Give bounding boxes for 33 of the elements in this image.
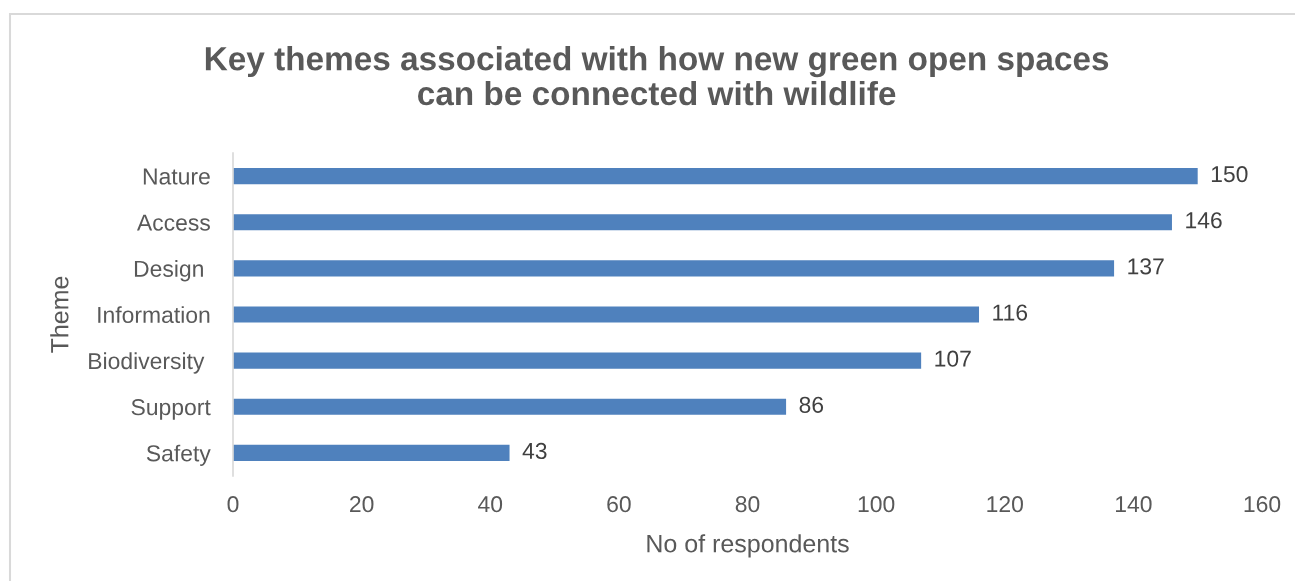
x-axis-title: No of respondents bbox=[647, 534, 849, 558]
bar bbox=[233, 444, 510, 461]
y-tick-label: Information bbox=[98, 306, 210, 324]
x-tick-label: 20 bbox=[350, 496, 374, 513]
y-tick-label: Design bbox=[134, 260, 203, 282]
x-tick-label: 140 bbox=[1116, 496, 1152, 513]
x-tick-label: 120 bbox=[987, 496, 1023, 513]
data-label: 107 bbox=[935, 350, 971, 367]
bar bbox=[233, 214, 1172, 231]
bar bbox=[233, 168, 1198, 185]
y-tick-label: Support bbox=[131, 399, 211, 420]
bar bbox=[233, 352, 922, 369]
data-label: 150 bbox=[1211, 166, 1248, 183]
y-axis-title: Theme bbox=[50, 276, 69, 353]
bar bbox=[233, 306, 980, 323]
x-tick-label: 160 bbox=[1244, 496, 1281, 513]
y-tick-label: Biodiversity bbox=[89, 352, 205, 374]
bar bbox=[233, 398, 787, 415]
bar bbox=[233, 260, 1115, 277]
x-tick-label: 0 bbox=[227, 496, 239, 513]
data-label: 146 bbox=[1186, 212, 1222, 229]
x-tick-label: 40 bbox=[478, 496, 503, 513]
x-tick-label: 60 bbox=[607, 496, 631, 513]
y-tick-label: Nature bbox=[143, 168, 210, 185]
y-tick-label: Access bbox=[136, 214, 210, 231]
x-tick-label: 100 bbox=[858, 496, 895, 513]
chart-title: Key themes associated with how new green open spaces can be connected with wildlife bbox=[205, 46, 1109, 106]
x-tick-label: 80 bbox=[735, 496, 760, 513]
data-label: 116 bbox=[993, 304, 1028, 321]
y-tick-label: Safety bbox=[146, 444, 211, 466]
data-label: 86 bbox=[799, 396, 824, 413]
data-label: 137 bbox=[1128, 258, 1164, 275]
data-label: 43 bbox=[522, 442, 547, 460]
